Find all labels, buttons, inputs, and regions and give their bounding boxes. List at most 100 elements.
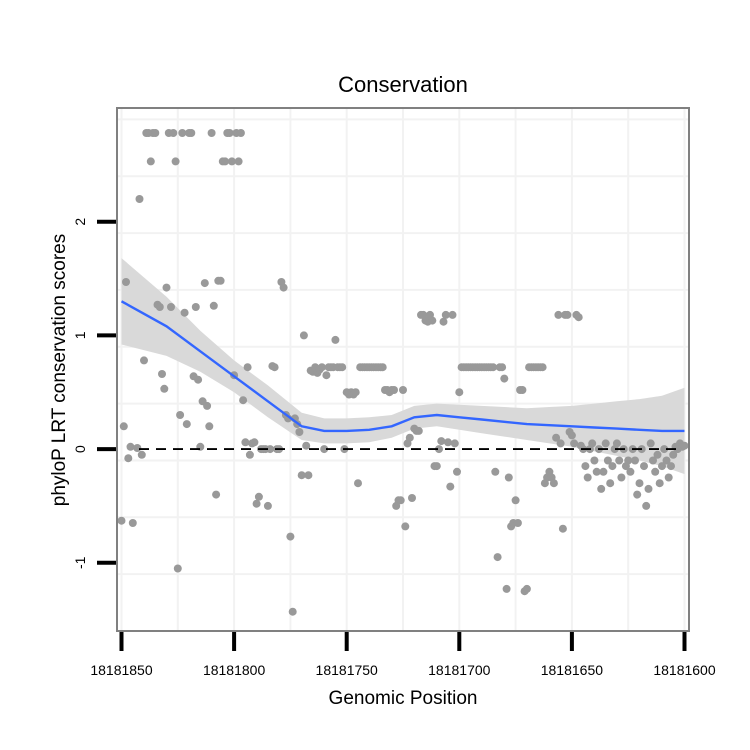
data-point xyxy=(171,157,180,166)
data-point xyxy=(225,129,234,137)
data-point xyxy=(599,467,608,476)
x-axis-title: Genomic Position xyxy=(329,688,478,709)
data-point xyxy=(603,456,612,465)
data-point xyxy=(615,456,624,465)
y-axis: -1 0 1 2 xyxy=(72,218,116,569)
data-point xyxy=(489,363,498,372)
data-point xyxy=(162,283,171,292)
data-point xyxy=(588,439,597,448)
data-point xyxy=(549,479,558,488)
data-point xyxy=(567,431,576,440)
data-point xyxy=(502,584,511,593)
data-point xyxy=(608,462,617,471)
data-point xyxy=(245,450,254,459)
data-point xyxy=(612,439,621,448)
data-point xyxy=(155,303,164,311)
data-point xyxy=(378,363,387,372)
data-point xyxy=(401,522,410,531)
data-point xyxy=(221,157,230,166)
data-point xyxy=(437,437,446,446)
data-point xyxy=(133,444,142,452)
data-point xyxy=(151,129,160,137)
data-point xyxy=(167,303,175,311)
x-tick-label: 18181700 xyxy=(428,662,491,678)
data-point xyxy=(302,441,311,450)
data-point xyxy=(176,411,185,419)
data-point xyxy=(518,386,527,394)
data-point xyxy=(606,479,615,488)
data-point xyxy=(435,445,443,454)
data-point xyxy=(408,494,416,502)
data-point xyxy=(538,363,547,372)
data-point xyxy=(299,331,308,340)
data-point xyxy=(295,428,304,436)
data-point xyxy=(640,462,648,471)
data-point xyxy=(631,456,639,465)
data-point xyxy=(450,439,459,448)
data-point xyxy=(444,438,452,447)
data-point xyxy=(250,438,259,447)
data-point xyxy=(270,363,279,372)
data-point xyxy=(266,445,275,454)
data-point xyxy=(660,445,669,454)
data-point xyxy=(205,422,214,431)
plot-panel-border xyxy=(116,107,690,632)
data-point xyxy=(626,467,635,476)
data-point xyxy=(658,462,666,471)
data-point xyxy=(263,501,272,510)
data-point xyxy=(651,467,660,476)
data-point xyxy=(414,426,423,435)
data-point xyxy=(124,454,133,463)
data-point xyxy=(439,317,448,326)
data-point xyxy=(653,450,662,459)
data-point xyxy=(227,157,236,166)
data-point xyxy=(203,401,212,410)
data-points xyxy=(117,129,689,616)
data-point xyxy=(286,532,295,541)
data-point xyxy=(511,496,520,505)
data-point xyxy=(135,195,144,203)
data-point xyxy=(655,479,664,488)
data-point xyxy=(592,467,601,476)
x-tick-label: 18181850 xyxy=(90,662,153,678)
data-point xyxy=(405,433,414,442)
data-point xyxy=(646,439,655,448)
y-tick-label: 0 xyxy=(72,445,88,453)
data-point xyxy=(556,439,565,448)
data-point xyxy=(128,519,137,527)
data-point xyxy=(252,499,261,508)
data-point xyxy=(122,278,130,286)
x-tick-label: 18181600 xyxy=(653,662,716,678)
data-point xyxy=(288,607,297,616)
data-point xyxy=(601,439,610,448)
y-tick-label: 2 xyxy=(72,218,88,226)
x-tick-label: 18181650 xyxy=(541,662,604,678)
data-point xyxy=(241,438,250,447)
grid-lines xyxy=(117,108,689,631)
data-point xyxy=(322,371,331,380)
data-point xyxy=(304,471,313,480)
data-point xyxy=(662,456,671,465)
x-axis: 18181850 18181800 18181750 18181700 18181650… xyxy=(90,632,716,678)
data-point xyxy=(173,564,182,573)
data-point xyxy=(234,157,243,166)
data-point xyxy=(331,335,340,344)
data-point xyxy=(399,386,407,394)
data-point xyxy=(119,422,128,431)
data-point xyxy=(453,467,461,476)
data-point xyxy=(140,356,148,365)
data-point xyxy=(563,310,572,319)
data-point xyxy=(338,363,347,372)
confidence-ribbon xyxy=(121,258,685,475)
data-point xyxy=(297,471,306,480)
data-point xyxy=(254,492,263,501)
data-point xyxy=(455,388,464,397)
data-point xyxy=(441,310,450,319)
data-point xyxy=(574,313,583,322)
data-point xyxy=(209,301,218,310)
data-point xyxy=(200,279,209,288)
chart-title: Conservation xyxy=(338,72,468,97)
data-point xyxy=(146,157,155,166)
data-point xyxy=(180,308,189,317)
y-tick-label: -1 xyxy=(72,556,88,569)
